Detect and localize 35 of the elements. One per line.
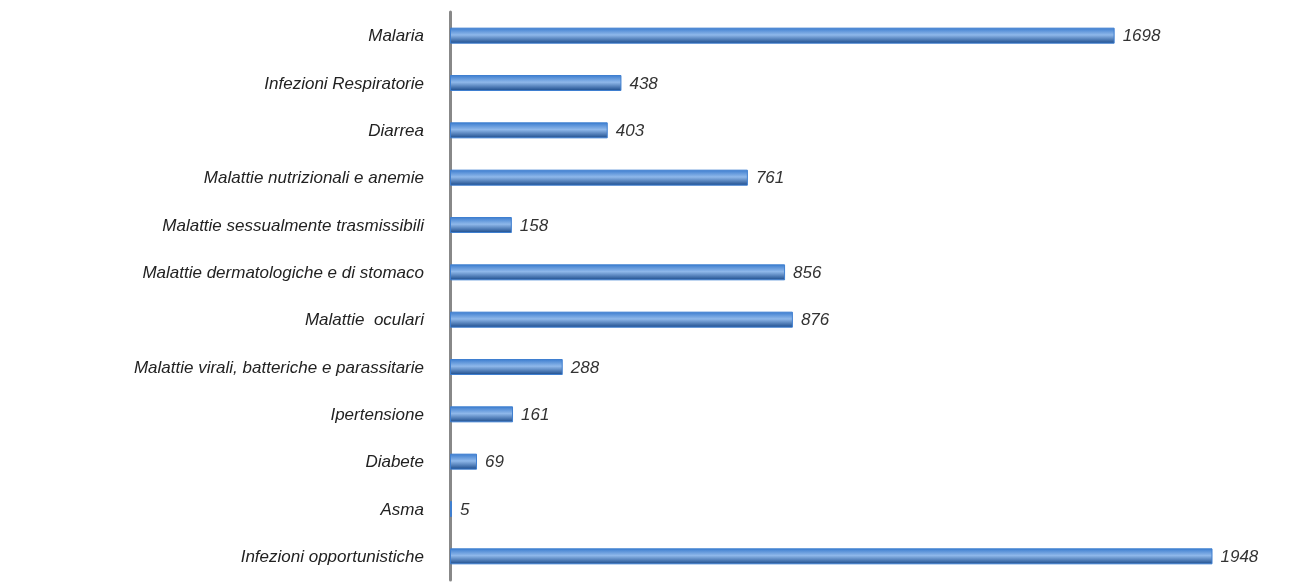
bar <box>450 217 512 233</box>
y-tick-label: Malaria <box>368 26 424 46</box>
y-tick-label: Infezioni Respiratorie <box>264 73 424 93</box>
bar <box>450 264 786 281</box>
y-tick-label: Ipertensione <box>330 404 424 424</box>
bar <box>450 75 622 91</box>
bar <box>450 27 1115 44</box>
y-tick-label: Malattie dermatologiche e di stomaco <box>142 262 424 282</box>
data-label: 69 <box>485 452 505 472</box>
data-label: 403 <box>615 120 645 140</box>
data-label: 856 <box>793 262 822 282</box>
y-tick-label: Infezioni opportunistiche <box>240 546 424 566</box>
y-tick-label: Malattie virali, batteriche e parassitarie <box>133 357 424 377</box>
bar <box>450 169 748 186</box>
data-label: 438 <box>629 73 659 93</box>
y-tick-label: Malattie oculari <box>304 310 426 330</box>
y-tick-label: Malattie nutrizionali e anemie <box>203 168 424 188</box>
y-tick-label: Diabete <box>365 452 424 472</box>
bar <box>450 359 563 375</box>
y-tick-label: Malattie sessualmente trasmissibili <box>162 215 426 235</box>
data-label: 161 <box>521 404 550 424</box>
bar <box>450 406 514 423</box>
bar <box>450 453 478 470</box>
data-label: 1698 <box>1122 26 1162 46</box>
bar <box>450 548 1213 565</box>
data-label: 5 <box>459 499 470 519</box>
data-label: 876 <box>800 310 830 330</box>
data-label: 1948 <box>1220 546 1259 566</box>
data-label: 761 <box>755 168 785 188</box>
y-tick-label: Diarrea <box>368 120 424 140</box>
data-label: 288 <box>569 357 600 377</box>
data-label: 158 <box>519 215 549 235</box>
bar <box>450 122 608 139</box>
bar <box>450 311 793 328</box>
y-tick-label: Asma <box>379 499 424 519</box>
